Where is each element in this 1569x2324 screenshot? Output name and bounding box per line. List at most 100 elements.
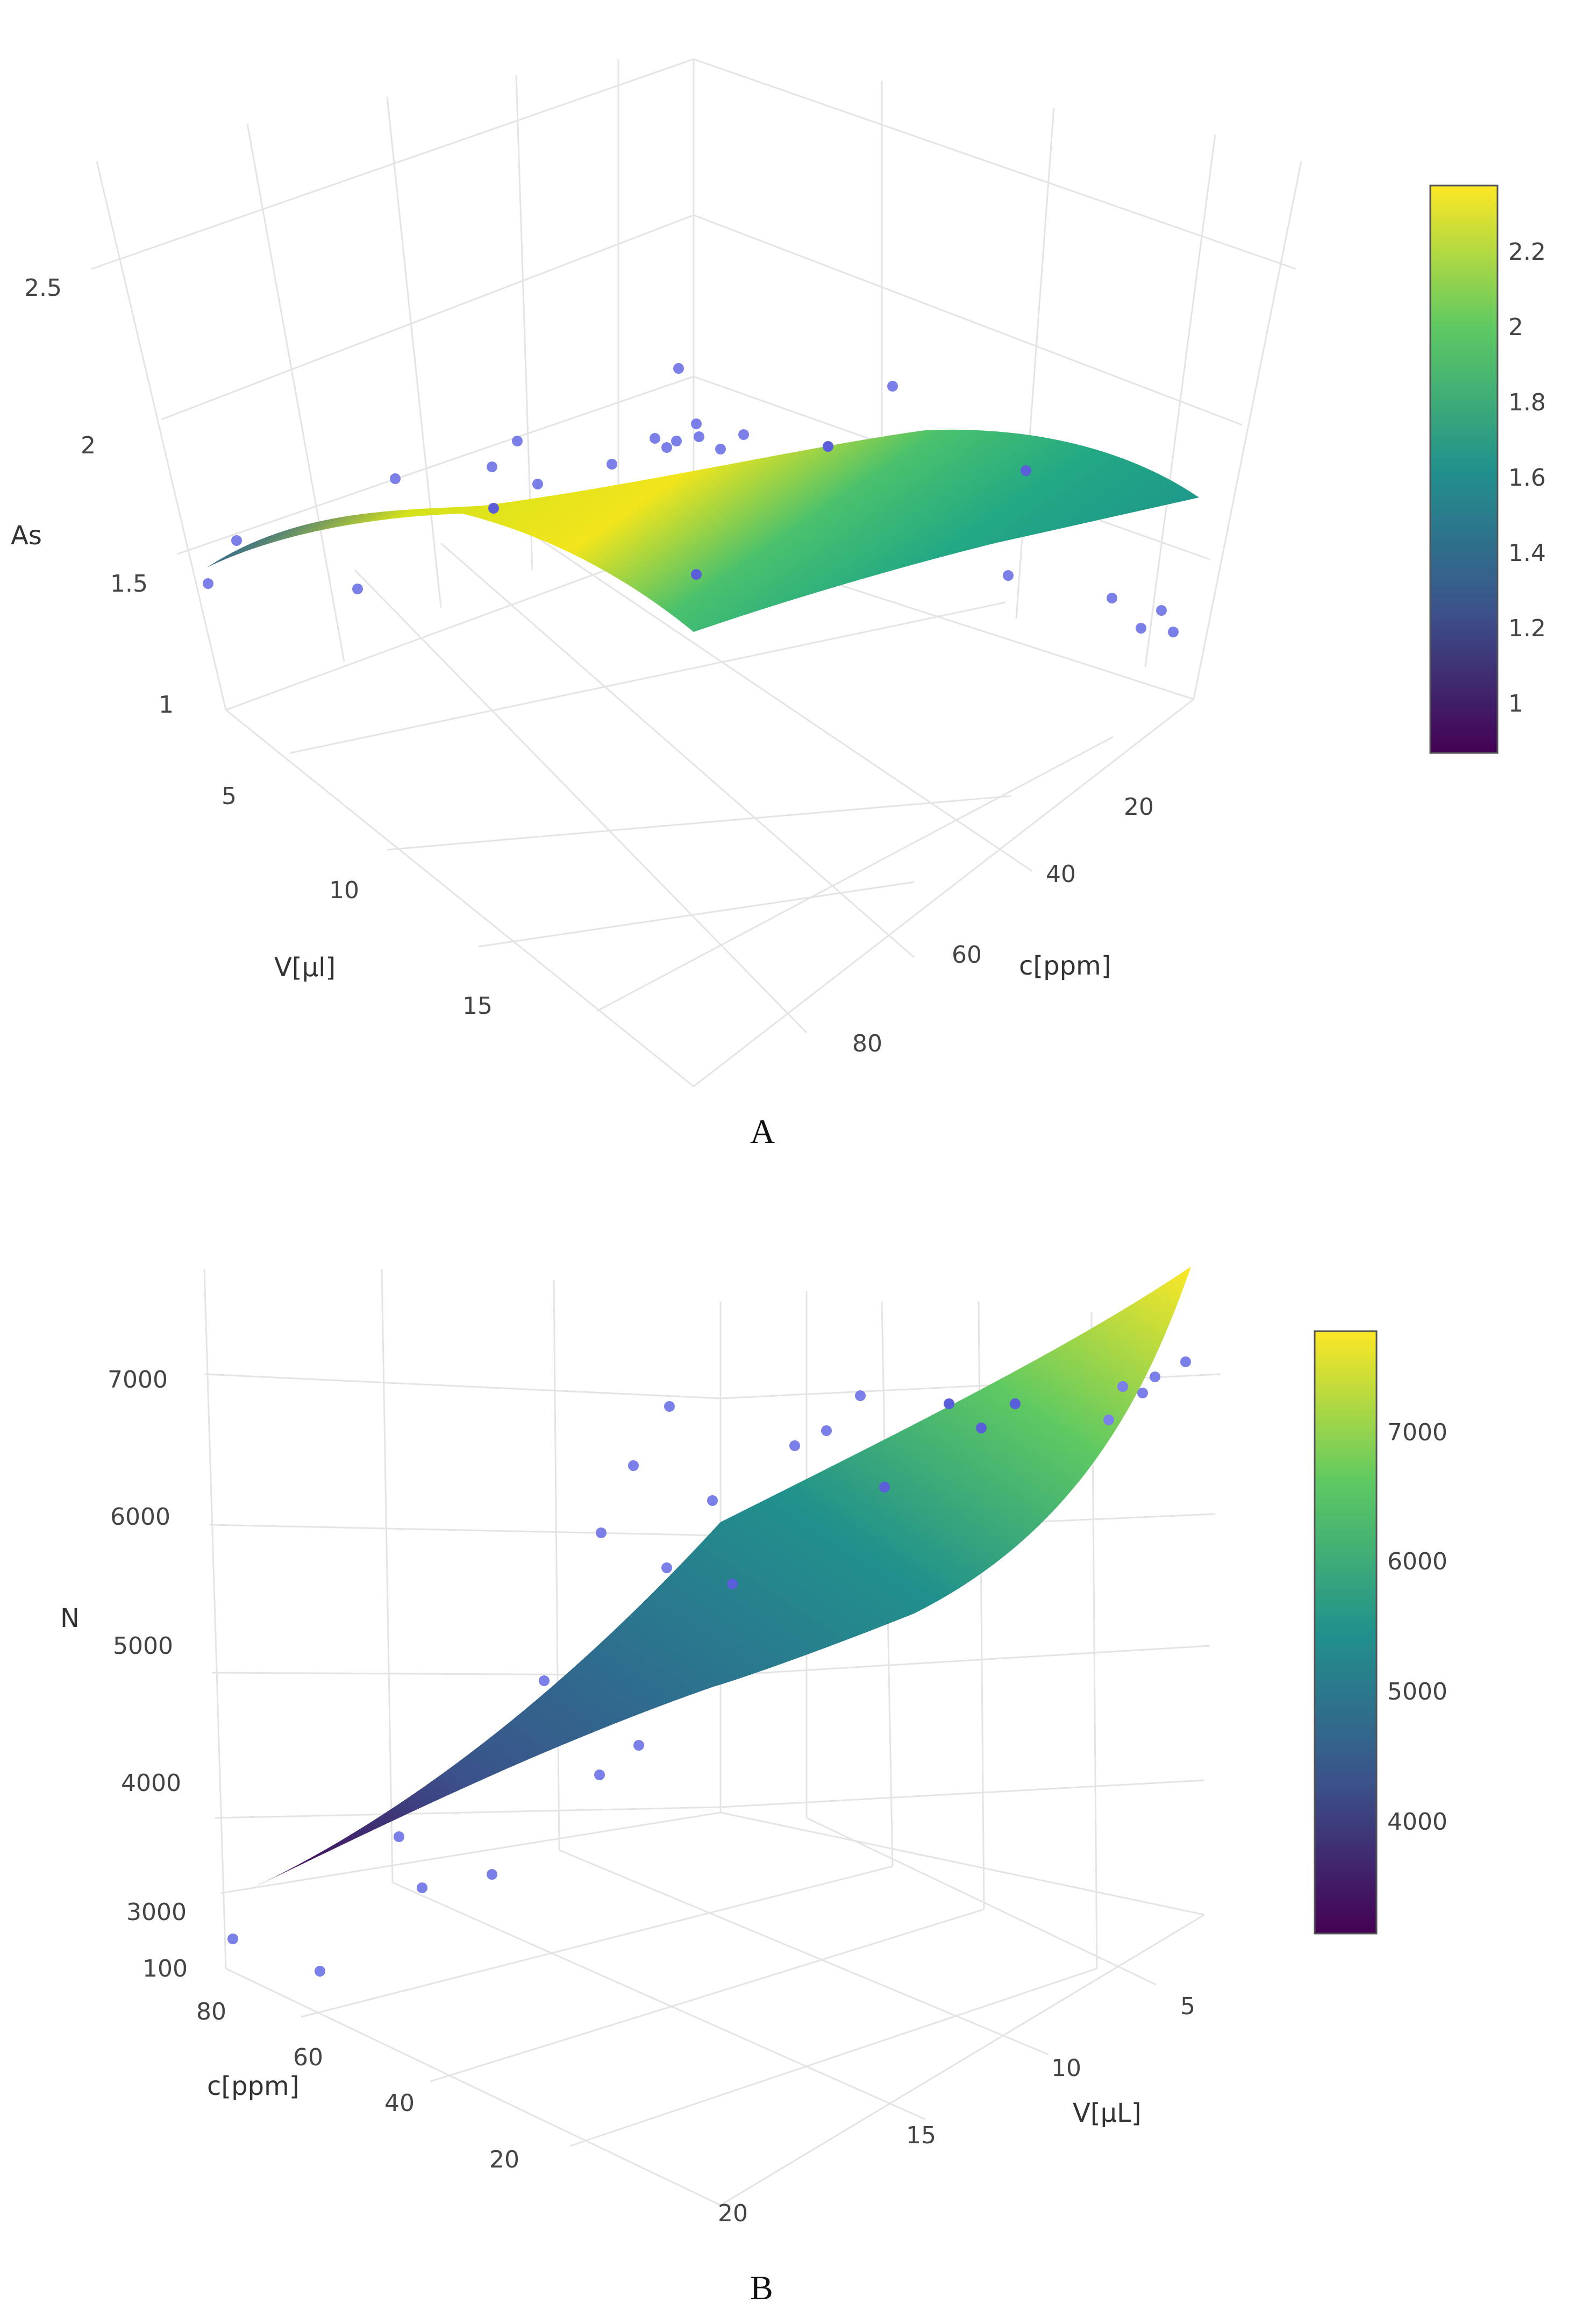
panel-a-x-title: V[µl] — [274, 953, 336, 983]
data-point — [1003, 570, 1014, 581]
panel-b-z-tick: 5000 — [113, 1632, 173, 1660]
data-point — [1180, 1356, 1191, 1367]
panel-a-z-tick: 1 — [159, 691, 174, 719]
colorbar-tick: 7000 — [1387, 1419, 1447, 1446]
data-point — [887, 381, 898, 392]
data-point — [1107, 593, 1117, 603]
data-point — [390, 473, 401, 484]
panel-b-z-tick: 6000 — [110, 1503, 170, 1531]
data-point — [1156, 605, 1167, 616]
panel-b-z-tick: 4000 — [121, 1769, 181, 1797]
colorbar-tick: 2.2 — [1508, 238, 1546, 266]
panel-a-y-tick: 60 — [952, 941, 982, 969]
data-point — [539, 1675, 550, 1686]
panel-a-z-tick: 2 — [81, 432, 96, 459]
data-point — [607, 459, 617, 470]
data-point — [664, 1401, 675, 1412]
panel-b-y-title: V[µL] — [1073, 2098, 1142, 2128]
data-point — [650, 433, 660, 444]
panel-b-x-tick: 100 — [142, 1955, 188, 1982]
panel-b-y-tick: 10 — [1051, 2055, 1081, 2082]
data-point — [879, 1482, 890, 1493]
data-point — [1136, 623, 1146, 634]
panel-a-x-tick: 10 — [329, 877, 359, 904]
data-point — [715, 444, 726, 454]
panel-b-z-tick: 3000 — [126, 1899, 187, 1926]
panel-b-y-tick: 15 — [906, 2122, 936, 2149]
panel-a-z-title: As — [11, 521, 42, 551]
panel-a-z-tick: 2.5 — [24, 274, 62, 302]
data-point — [691, 569, 702, 580]
data-point — [488, 503, 499, 514]
data-point — [628, 1460, 639, 1471]
panel-b-x-tick: 40 — [384, 2090, 415, 2117]
data-point — [1168, 627, 1179, 637]
panel-b-surface — [253, 1267, 1191, 1888]
data-point — [532, 479, 543, 489]
data-point — [1117, 1381, 1128, 1392]
panel-b-label: B — [750, 2269, 773, 2307]
data-point — [487, 1869, 497, 1880]
panel-a-z-tick: 1.5 — [110, 570, 148, 598]
data-point — [394, 1831, 404, 1842]
data-point — [727, 1579, 738, 1589]
panel-b-z-title: N — [60, 1603, 80, 1633]
panel-b-y-tick: 5 — [1180, 1993, 1195, 2020]
panel-a: 2.5 2 1.5 1 As 5 10 15 V[µl] 20 40 60 80… — [11, 58, 1546, 1150]
data-point — [738, 429, 749, 440]
panel-b-x-tick: 60 — [293, 2044, 323, 2071]
colorbar-tick: 1.2 — [1508, 615, 1546, 642]
panel-a-x-tick: 5 — [222, 783, 237, 810]
panel-a-y-tick: 80 — [852, 1030, 882, 1057]
panel-b-colorbar: 7000 6000 5000 4000 — [1314, 1330, 1447, 1935]
data-point — [673, 363, 684, 374]
data-point — [1150, 1371, 1160, 1382]
panel-b-z-tick: 7000 — [108, 1366, 168, 1394]
data-point — [315, 1966, 325, 1977]
data-point — [789, 1440, 800, 1451]
panel-a-points — [203, 363, 1179, 637]
colorbar-tick: 6000 — [1387, 1548, 1447, 1575]
data-point — [352, 584, 363, 594]
data-point — [691, 418, 702, 429]
data-point — [203, 578, 213, 589]
panel-a-y-tick: 40 — [1046, 861, 1076, 888]
data-point — [823, 441, 833, 452]
panel-a-surface — [207, 429, 1199, 632]
panel-b: 7000 6000 5000 4000 3000 N 100 80 60 40 … — [60, 1267, 1447, 2307]
colorbar-tick: 2 — [1508, 314, 1523, 341]
data-point — [1137, 1388, 1148, 1398]
data-point — [417, 1882, 427, 1893]
colorbar-tick: 1.8 — [1508, 389, 1546, 416]
data-point — [661, 442, 672, 453]
data-point — [855, 1390, 866, 1401]
panel-b-gridlines — [203, 1269, 1221, 2206]
panel-b-points — [227, 1356, 1191, 1977]
data-point — [487, 461, 497, 472]
colorbar-tick: 5000 — [1387, 1678, 1447, 1705]
colorbar-tick: 1.6 — [1508, 464, 1546, 492]
data-point — [1010, 1398, 1021, 1409]
panel-a-label: A — [750, 1112, 775, 1150]
data-point — [661, 1562, 672, 1573]
colorbar-tick: 1.4 — [1508, 539, 1546, 567]
data-point — [694, 431, 704, 442]
data-point — [596, 1527, 607, 1538]
data-point — [944, 1398, 954, 1409]
panel-a-y-title: c[ppm] — [1019, 951, 1111, 981]
panel-b-y-tick: 20 — [718, 2200, 748, 2227]
colorbar-tick: 4000 — [1387, 1808, 1447, 1836]
data-point — [227, 1934, 238, 1944]
panel-a-colorbar: 2.2 2 1.8 1.6 1.4 1.2 1 — [1429, 184, 1546, 754]
data-point — [671, 436, 682, 446]
data-point — [1021, 465, 1031, 476]
panel-b-x-tick: 20 — [489, 2146, 519, 2173]
data-point — [976, 1423, 987, 1433]
colorbar-tick: 1 — [1508, 690, 1523, 717]
data-point — [594, 1769, 605, 1780]
panel-b-x-tick: 80 — [196, 1998, 226, 2025]
panel-a-x-tick: 15 — [462, 992, 493, 1020]
data-point — [633, 1740, 644, 1751]
data-point — [821, 1425, 832, 1436]
